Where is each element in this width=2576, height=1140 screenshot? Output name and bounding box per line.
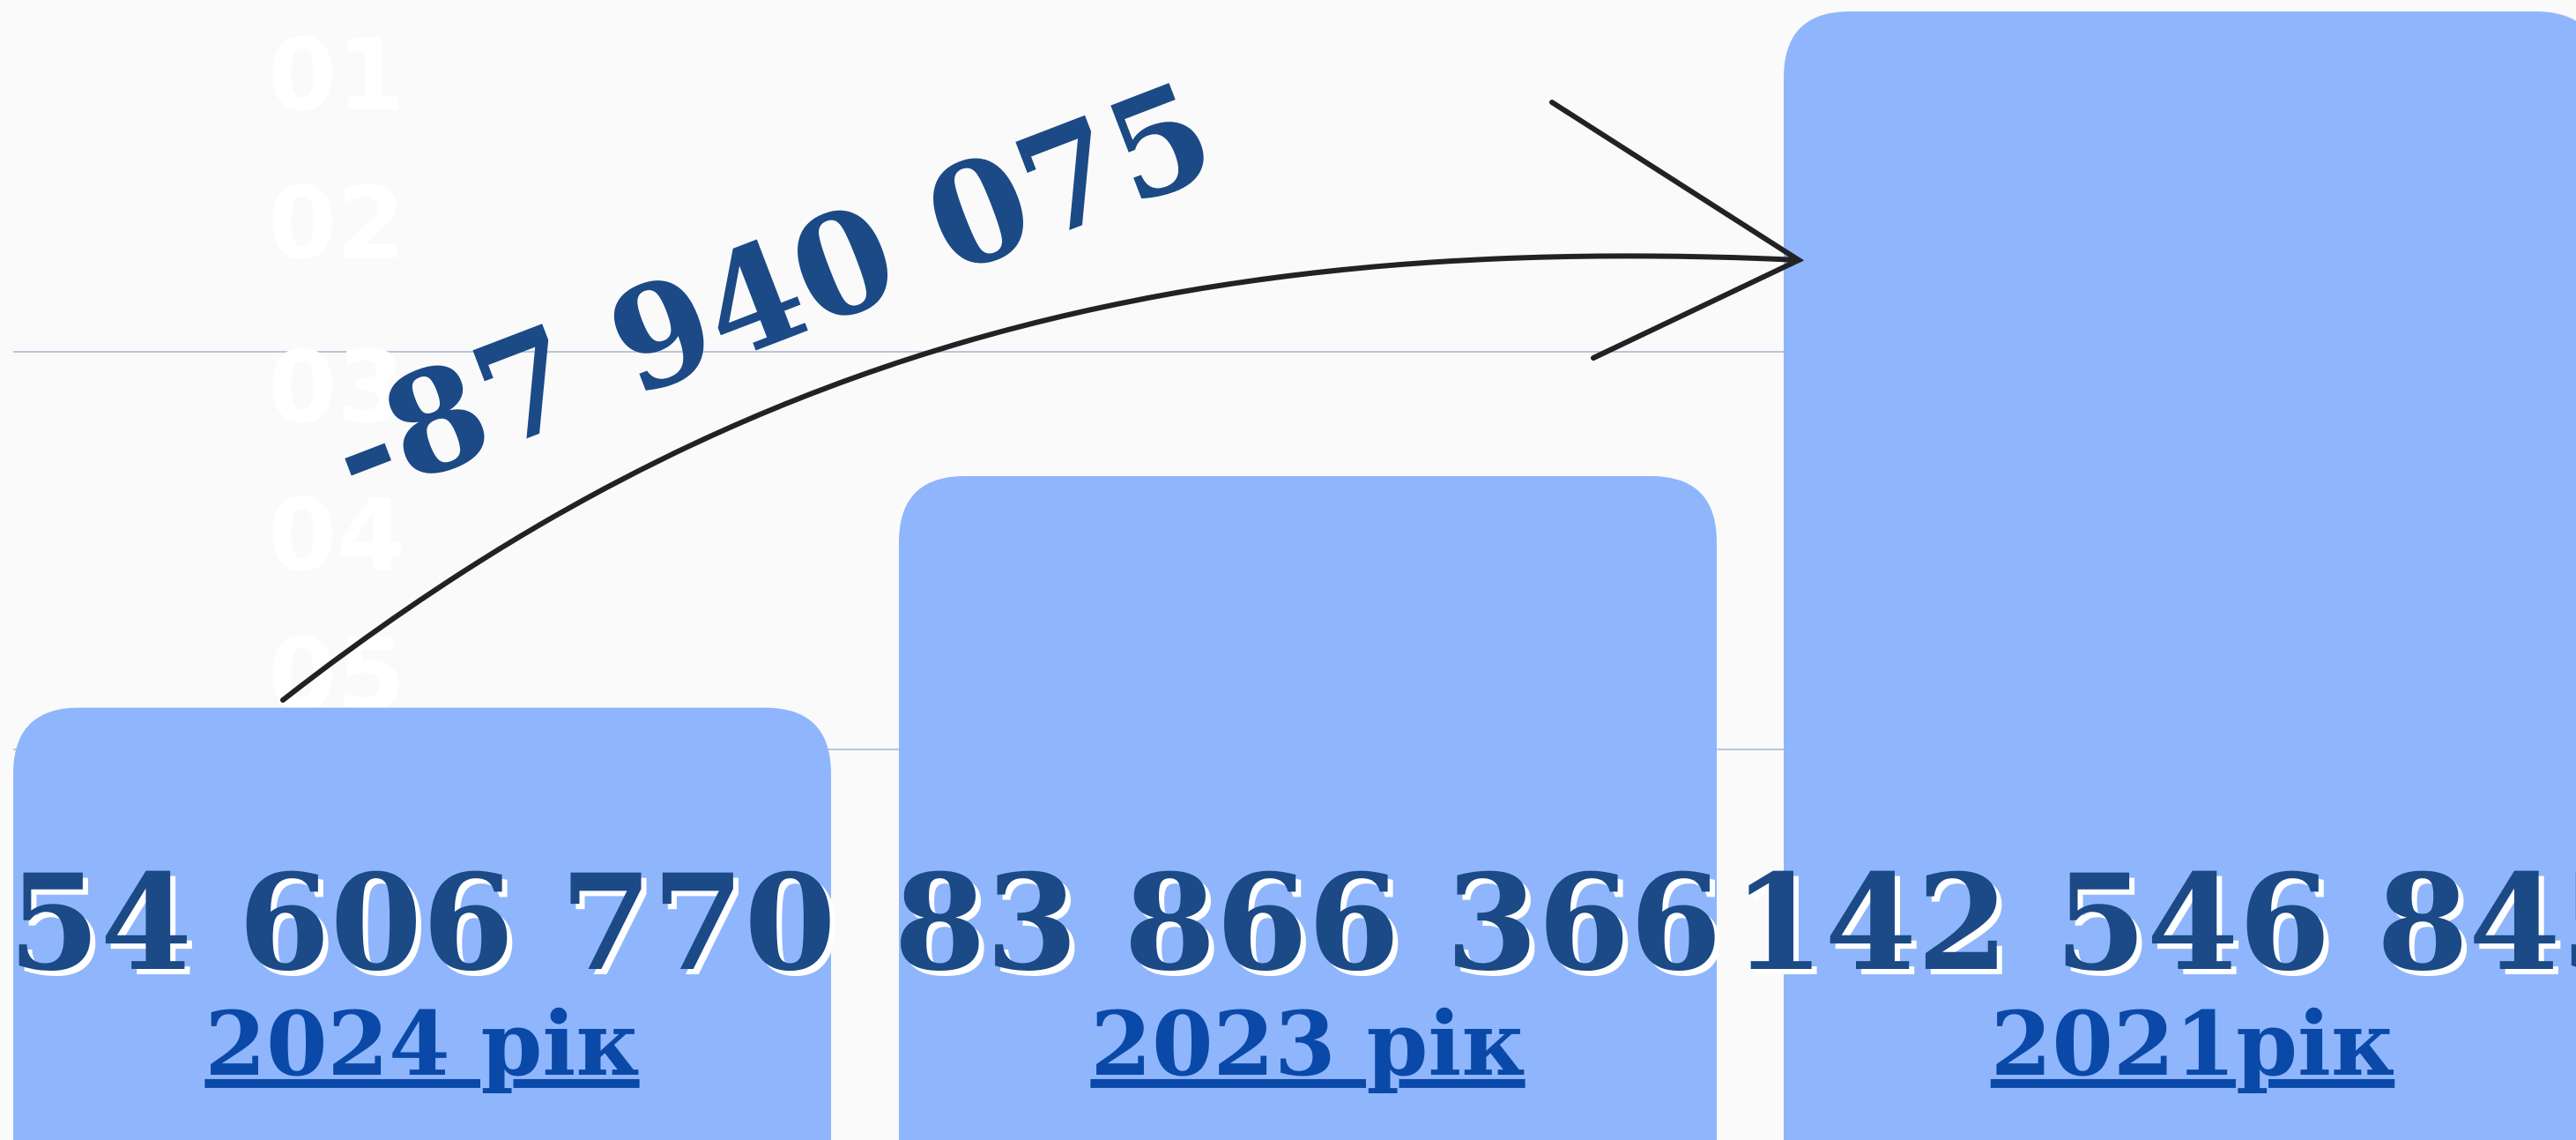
- bar: [13, 707, 831, 1140]
- category-label: 2024 рік: [204, 992, 639, 1096]
- background-number: 01: [268, 19, 405, 133]
- arrow-curve: [280, 253, 1801, 703]
- value-label-shadow: 142 546 845: [1738, 851, 2576, 1006]
- background-number: 04: [268, 479, 405, 593]
- value-label: 83 866 366: [894, 846, 1721, 1001]
- bar: [899, 475, 1717, 1140]
- arrow: [280, 100, 1805, 703]
- category-label: 2021рік: [1991, 992, 2394, 1096]
- value-label: 142 546 845: [1733, 846, 2576, 1001]
- category-label: 2023 рік: [1090, 992, 1525, 1096]
- background-number: 02: [268, 167, 405, 281]
- arrow-head: [1549, 100, 1805, 361]
- bar: [1784, 11, 2576, 1140]
- value-label-shadow: 54 606 770: [13, 851, 841, 1006]
- background-number: 03: [268, 331, 405, 445]
- value-label-shadow: 83 866 366: [899, 851, 1726, 1006]
- value-label: 54 606 770: [8, 846, 835, 1001]
